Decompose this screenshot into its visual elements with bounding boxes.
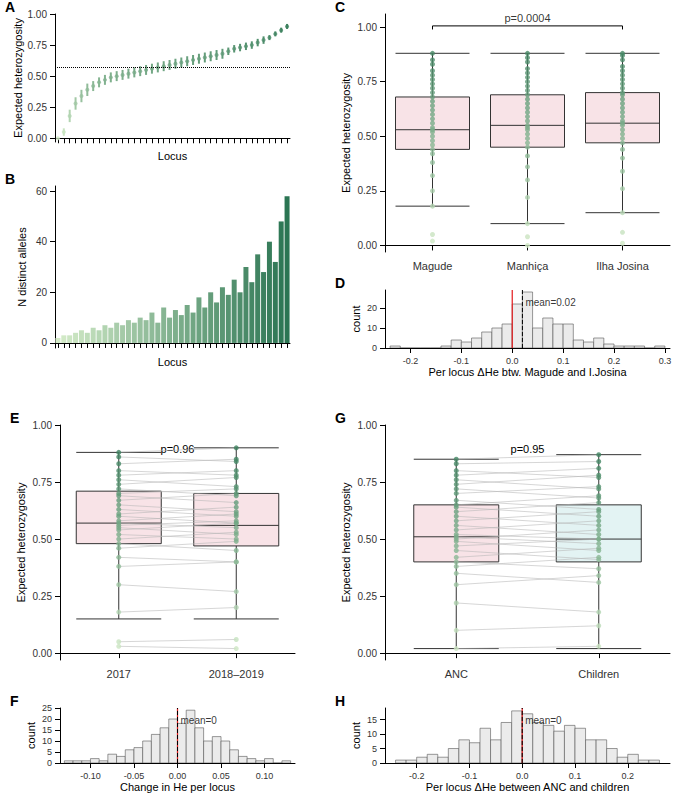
svg-text:Expected heterozygosity: Expected heterozygosity (340, 482, 352, 602)
svg-text:Change in He per locus: Change in He per locus (120, 781, 235, 793)
svg-text:0.10: 0.10 (256, 771, 274, 781)
svg-text:0.3: 0.3 (659, 356, 672, 366)
svg-text:0.2: 0.2 (608, 356, 621, 366)
svg-text:0.50: 0.50 (358, 131, 378, 142)
svg-text:Magude: Magude (413, 260, 453, 272)
svg-text:Ilha Josina: Ilha Josina (596, 260, 649, 272)
svg-text:60: 60 (36, 186, 48, 197)
svg-text:0.25: 0.25 (358, 591, 378, 602)
svg-text:N distinct alleles: N distinct alleles (16, 227, 28, 307)
svg-text:0.00: 0.00 (358, 648, 378, 659)
svg-text:20: 20 (36, 287, 48, 298)
svg-text:H: H (335, 693, 345, 709)
svg-text:count: count (25, 722, 37, 749)
svg-text:ANC: ANC (445, 668, 468, 680)
svg-text:mean=0: mean=0 (525, 715, 562, 726)
svg-text:1.00: 1.00 (358, 420, 378, 431)
svg-text:Per locus ΔHe between ANC and: Per locus ΔHe between ANC and children (426, 781, 630, 793)
svg-text:40: 40 (36, 236, 48, 247)
svg-text:0.05: 0.05 (212, 771, 230, 781)
svg-text:C: C (335, 0, 345, 15)
svg-text:0.0: 0.0 (506, 356, 519, 366)
svg-text:p=0.0004: p=0.0004 (504, 12, 550, 24)
svg-text:Expected heterozygosity: Expected heterozygosity (340, 73, 352, 193)
svg-text:0.25: 0.25 (28, 102, 48, 113)
svg-text:15: 15 (367, 715, 377, 725)
svg-text:20: 20 (367, 303, 377, 313)
svg-text:Per locus ΔHe btw. Magude and: Per locus ΔHe btw. Magude and I.Josina (428, 366, 627, 378)
svg-text:-0.10: -0.10 (80, 771, 101, 781)
svg-text:0.75: 0.75 (33, 477, 53, 488)
svg-text:D: D (335, 275, 345, 291)
svg-text:p=0.95: p=0.95 (511, 443, 545, 455)
svg-text:-0.1: -0.1 (454, 356, 470, 366)
svg-text:F: F (10, 693, 19, 709)
svg-text:Expected heterozygosity: Expected heterozygosity (15, 482, 27, 602)
svg-text:0.25: 0.25 (358, 185, 378, 196)
svg-text:count: count (350, 722, 362, 749)
svg-text:0.0: 0.0 (516, 771, 529, 781)
svg-text:2018–2019: 2018–2019 (209, 668, 264, 680)
svg-text:-0.2: -0.2 (409, 771, 425, 781)
svg-text:Locus: Locus (158, 356, 188, 368)
svg-text:0.00: 0.00 (28, 133, 48, 144)
svg-text:0.50: 0.50 (33, 534, 53, 545)
svg-text:0.00: 0.00 (358, 240, 378, 251)
svg-text:10: 10 (42, 736, 52, 746)
svg-text:1.00: 1.00 (358, 22, 378, 33)
svg-text:10: 10 (367, 323, 377, 333)
svg-text:0.75: 0.75 (28, 40, 48, 51)
svg-text:0: 0 (41, 337, 47, 348)
svg-text:A: A (5, 0, 15, 15)
svg-text:-0.05: -0.05 (124, 771, 145, 781)
svg-text:E: E (10, 410, 19, 426)
svg-text:0.00: 0.00 (169, 771, 187, 781)
svg-text:0.2: 0.2 (622, 771, 635, 781)
svg-text:15: 15 (42, 725, 52, 735)
svg-text:Expected heterozygosity: Expected heterozygosity (12, 18, 24, 138)
svg-text:10: 10 (367, 729, 377, 739)
svg-text:1.00: 1.00 (28, 9, 48, 20)
svg-text:Locus: Locus (158, 150, 188, 162)
svg-text:count: count (350, 306, 362, 333)
svg-text:B: B (5, 171, 15, 187)
svg-text:0.25: 0.25 (33, 591, 53, 602)
svg-text:0.00: 0.00 (33, 648, 53, 659)
svg-text:0.75: 0.75 (358, 76, 378, 87)
svg-text:0: 0 (372, 758, 377, 768)
svg-text:25: 25 (42, 703, 52, 713)
svg-text:mean=0.02: mean=0.02 (525, 297, 576, 308)
svg-text:G: G (335, 410, 346, 426)
svg-text:0: 0 (372, 343, 377, 353)
svg-text:Children: Children (578, 668, 619, 680)
svg-text:0: 0 (47, 758, 52, 768)
svg-text:0.50: 0.50 (358, 534, 378, 545)
svg-text:1.00: 1.00 (33, 420, 53, 431)
svg-text:Manhiça: Manhiça (507, 260, 549, 272)
svg-text:0.1: 0.1 (569, 771, 582, 781)
svg-text:0.50: 0.50 (28, 71, 48, 82)
svg-text:-0.1: -0.1 (462, 771, 478, 781)
svg-text:0.75: 0.75 (358, 477, 378, 488)
svg-text:5: 5 (372, 744, 377, 754)
svg-text:mean=0: mean=0 (181, 715, 218, 726)
svg-text:2017: 2017 (107, 668, 131, 680)
svg-text:-0.2: -0.2 (403, 356, 419, 366)
svg-text:5: 5 (47, 747, 52, 757)
svg-text:20: 20 (42, 714, 52, 724)
svg-text:p=0.96: p=0.96 (161, 443, 195, 455)
svg-text:0.1: 0.1 (557, 356, 570, 366)
